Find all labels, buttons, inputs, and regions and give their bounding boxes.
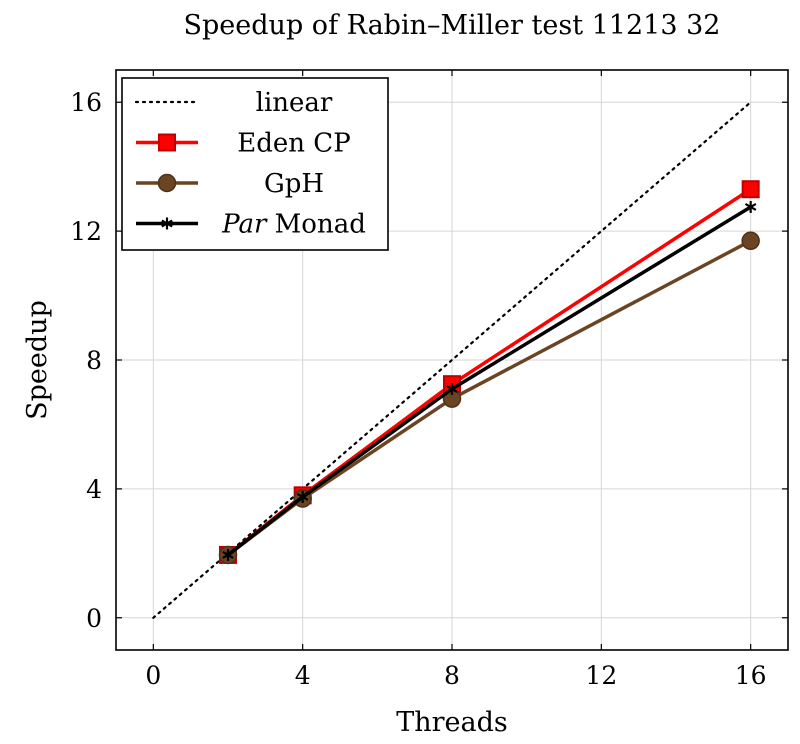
x-axis-ticks: 0 4 8 12 16 [145,70,767,690]
data-point-eden [741,180,760,199]
series-line-gph [226,239,752,557]
y-tick-label: 12 [70,217,102,246]
legend: linear Eden CP GpH Par Monad [121,77,389,251]
series-line-linear [152,101,752,619]
chart-title: Speedup of Rabin–Miller test 11213 32 [184,10,721,41]
series-linear [152,101,752,619]
legend-marker [158,133,176,152]
legend-marker [161,217,173,230]
legend-label: Eden CP [237,129,350,159]
series-par [222,200,757,561]
x-tick-label: 0 [145,661,161,690]
y-axis-ticks: 0 4 8 12 16 [70,88,788,633]
legend-entry-par: Par Monad [136,210,366,240]
data-point-par [222,548,234,561]
x-tick-label: 8 [444,661,460,690]
y-tick-label: 16 [70,88,102,117]
legend-marker [157,173,177,193]
legend-entry-linear: linear [134,88,333,118]
y-tick-label: 4 [86,475,102,504]
legend-entry-eden: Eden CP [136,129,351,159]
y-tick-label: 8 [86,346,102,375]
x-axis-label: Threads [396,707,508,738]
data-point-par [296,490,309,503]
x-tick-label: 12 [585,661,617,690]
series-gph [218,231,760,565]
data-point-par [744,200,757,213]
data-point-gph [741,231,760,251]
series-line-par [226,205,752,557]
x-tick-label: 16 [735,661,767,690]
legend-label: Par Monad [221,210,366,240]
legend-entry-gph: GpH [136,169,324,199]
legend-label: linear [256,88,333,118]
y-axis-label: Speedup [22,300,53,420]
data-point-par [446,383,458,395]
series-layer [152,101,760,619]
legend-label: GpH [264,169,324,199]
y-tick-label: 0 [86,604,102,633]
x-tick-label: 4 [295,661,311,690]
